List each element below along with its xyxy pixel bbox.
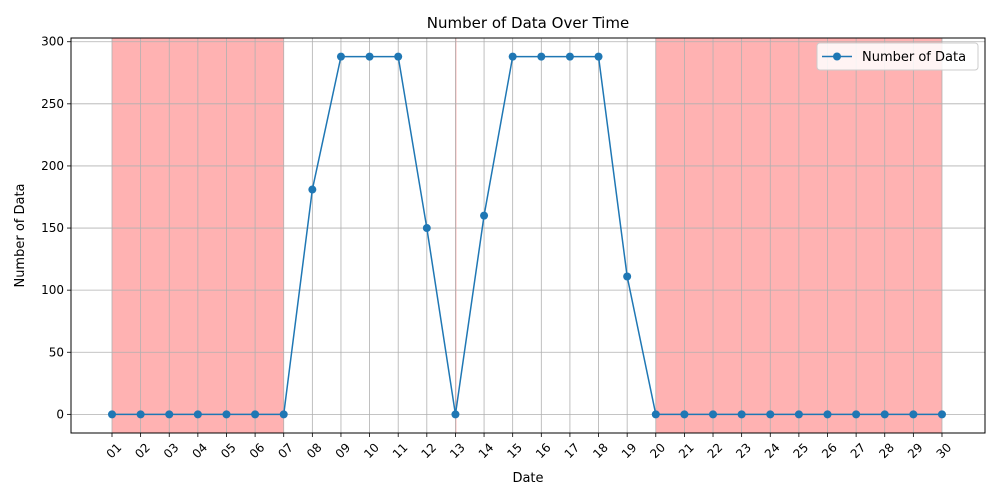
- series-layer: [108, 52, 946, 419]
- x-tick-label: 01: [104, 440, 125, 461]
- x-tick-label: 28: [876, 440, 897, 461]
- y-tick-label: 250: [41, 97, 64, 111]
- x-tick-label: 23: [733, 440, 754, 461]
- data-point: [594, 52, 603, 61]
- legend-point-marker: [833, 52, 841, 61]
- y-tick-label: 100: [41, 283, 64, 297]
- y-axis-ticks: 0 50 100 150 200 250 300: [41, 35, 71, 421]
- data-point: [909, 410, 918, 419]
- x-tick-label: 07: [275, 440, 296, 461]
- data-point: [565, 52, 574, 61]
- x-axis-ticks: 01 02 03 04 05 06 07 08 09 10 11 12 13 14 15 16 17 18 19 20…: [104, 433, 955, 461]
- data-point: [623, 272, 632, 281]
- x-tick-label: 06: [247, 440, 268, 461]
- x-tick-label: 27: [848, 440, 869, 461]
- data-point: [823, 410, 832, 419]
- x-tick-label: 03: [161, 440, 182, 461]
- x-tick-label: 25: [791, 440, 812, 461]
- x-axis-label: Date: [512, 471, 543, 486]
- y-tick-label: 200: [41, 159, 64, 173]
- x-tick-label: 05: [218, 440, 239, 461]
- grid: [71, 38, 985, 433]
- x-tick-label: 16: [533, 440, 554, 461]
- data-point: [108, 410, 116, 419]
- data-point: [880, 410, 889, 419]
- y-axis-label: Number of Data: [13, 183, 28, 287]
- data-point: [193, 410, 202, 419]
- data-point: [737, 410, 746, 419]
- x-tick-label: 14: [476, 440, 497, 461]
- x-tick-label: 12: [418, 440, 439, 461]
- x-tick-label: 08: [304, 440, 325, 461]
- data-point: [709, 410, 718, 419]
- series-line: [112, 55, 942, 416]
- x-tick-label: 20: [647, 440, 668, 461]
- x-tick-label: 13: [447, 440, 468, 461]
- x-tick-label: 24: [762, 440, 783, 461]
- highlight-band: [455, 38, 457, 433]
- data-point: [480, 211, 489, 220]
- data-point: [251, 410, 260, 419]
- x-tick-label: 30: [934, 440, 955, 461]
- legend: Number of Data: [816, 42, 979, 71]
- x-tick-label: 29: [905, 440, 926, 461]
- highlight-bands: [112, 38, 942, 433]
- legend-box: [816, 42, 979, 71]
- x-tick-label: 11: [390, 440, 411, 461]
- data-point: [508, 52, 517, 61]
- x-tick-label: 18: [590, 440, 611, 461]
- data-point: [537, 52, 546, 61]
- data-point: [308, 185, 317, 194]
- x-tick-label: 21: [676, 440, 697, 461]
- x-tick-label: 09: [333, 440, 354, 461]
- x-tick-label: 26: [819, 440, 840, 461]
- y-tick-label: 150: [41, 221, 64, 235]
- data-point: [766, 410, 775, 419]
- x-tick-label: 17: [562, 440, 583, 461]
- data-point: [222, 410, 231, 419]
- y-tick-label: 300: [41, 35, 64, 49]
- data-point: [165, 410, 174, 419]
- data-point: [336, 52, 345, 61]
- data-point: [937, 410, 946, 419]
- data-point: [852, 410, 861, 419]
- data-point: [365, 52, 374, 61]
- data-point: [422, 224, 431, 233]
- data-point: [394, 52, 403, 61]
- x-tick-label: 19: [619, 440, 640, 461]
- y-tick-label: 0: [56, 407, 64, 421]
- plot-frame: [70, 37, 986, 434]
- data-point: [794, 410, 803, 419]
- y-tick-label: 50: [49, 345, 64, 359]
- x-tick-label: 15: [504, 440, 525, 461]
- data-point: [279, 410, 288, 419]
- x-tick-label: 22: [705, 440, 726, 461]
- legend-label: Number of Data: [862, 50, 966, 65]
- data-point: [651, 410, 660, 419]
- chart-title: Number of Data Over Time: [427, 14, 629, 32]
- data-point: [136, 410, 145, 419]
- data-point: [451, 410, 460, 419]
- data-point: [680, 410, 689, 419]
- x-tick-label: 02: [132, 440, 153, 461]
- x-tick-label: 10: [361, 440, 382, 461]
- x-tick-label: 04: [189, 440, 210, 461]
